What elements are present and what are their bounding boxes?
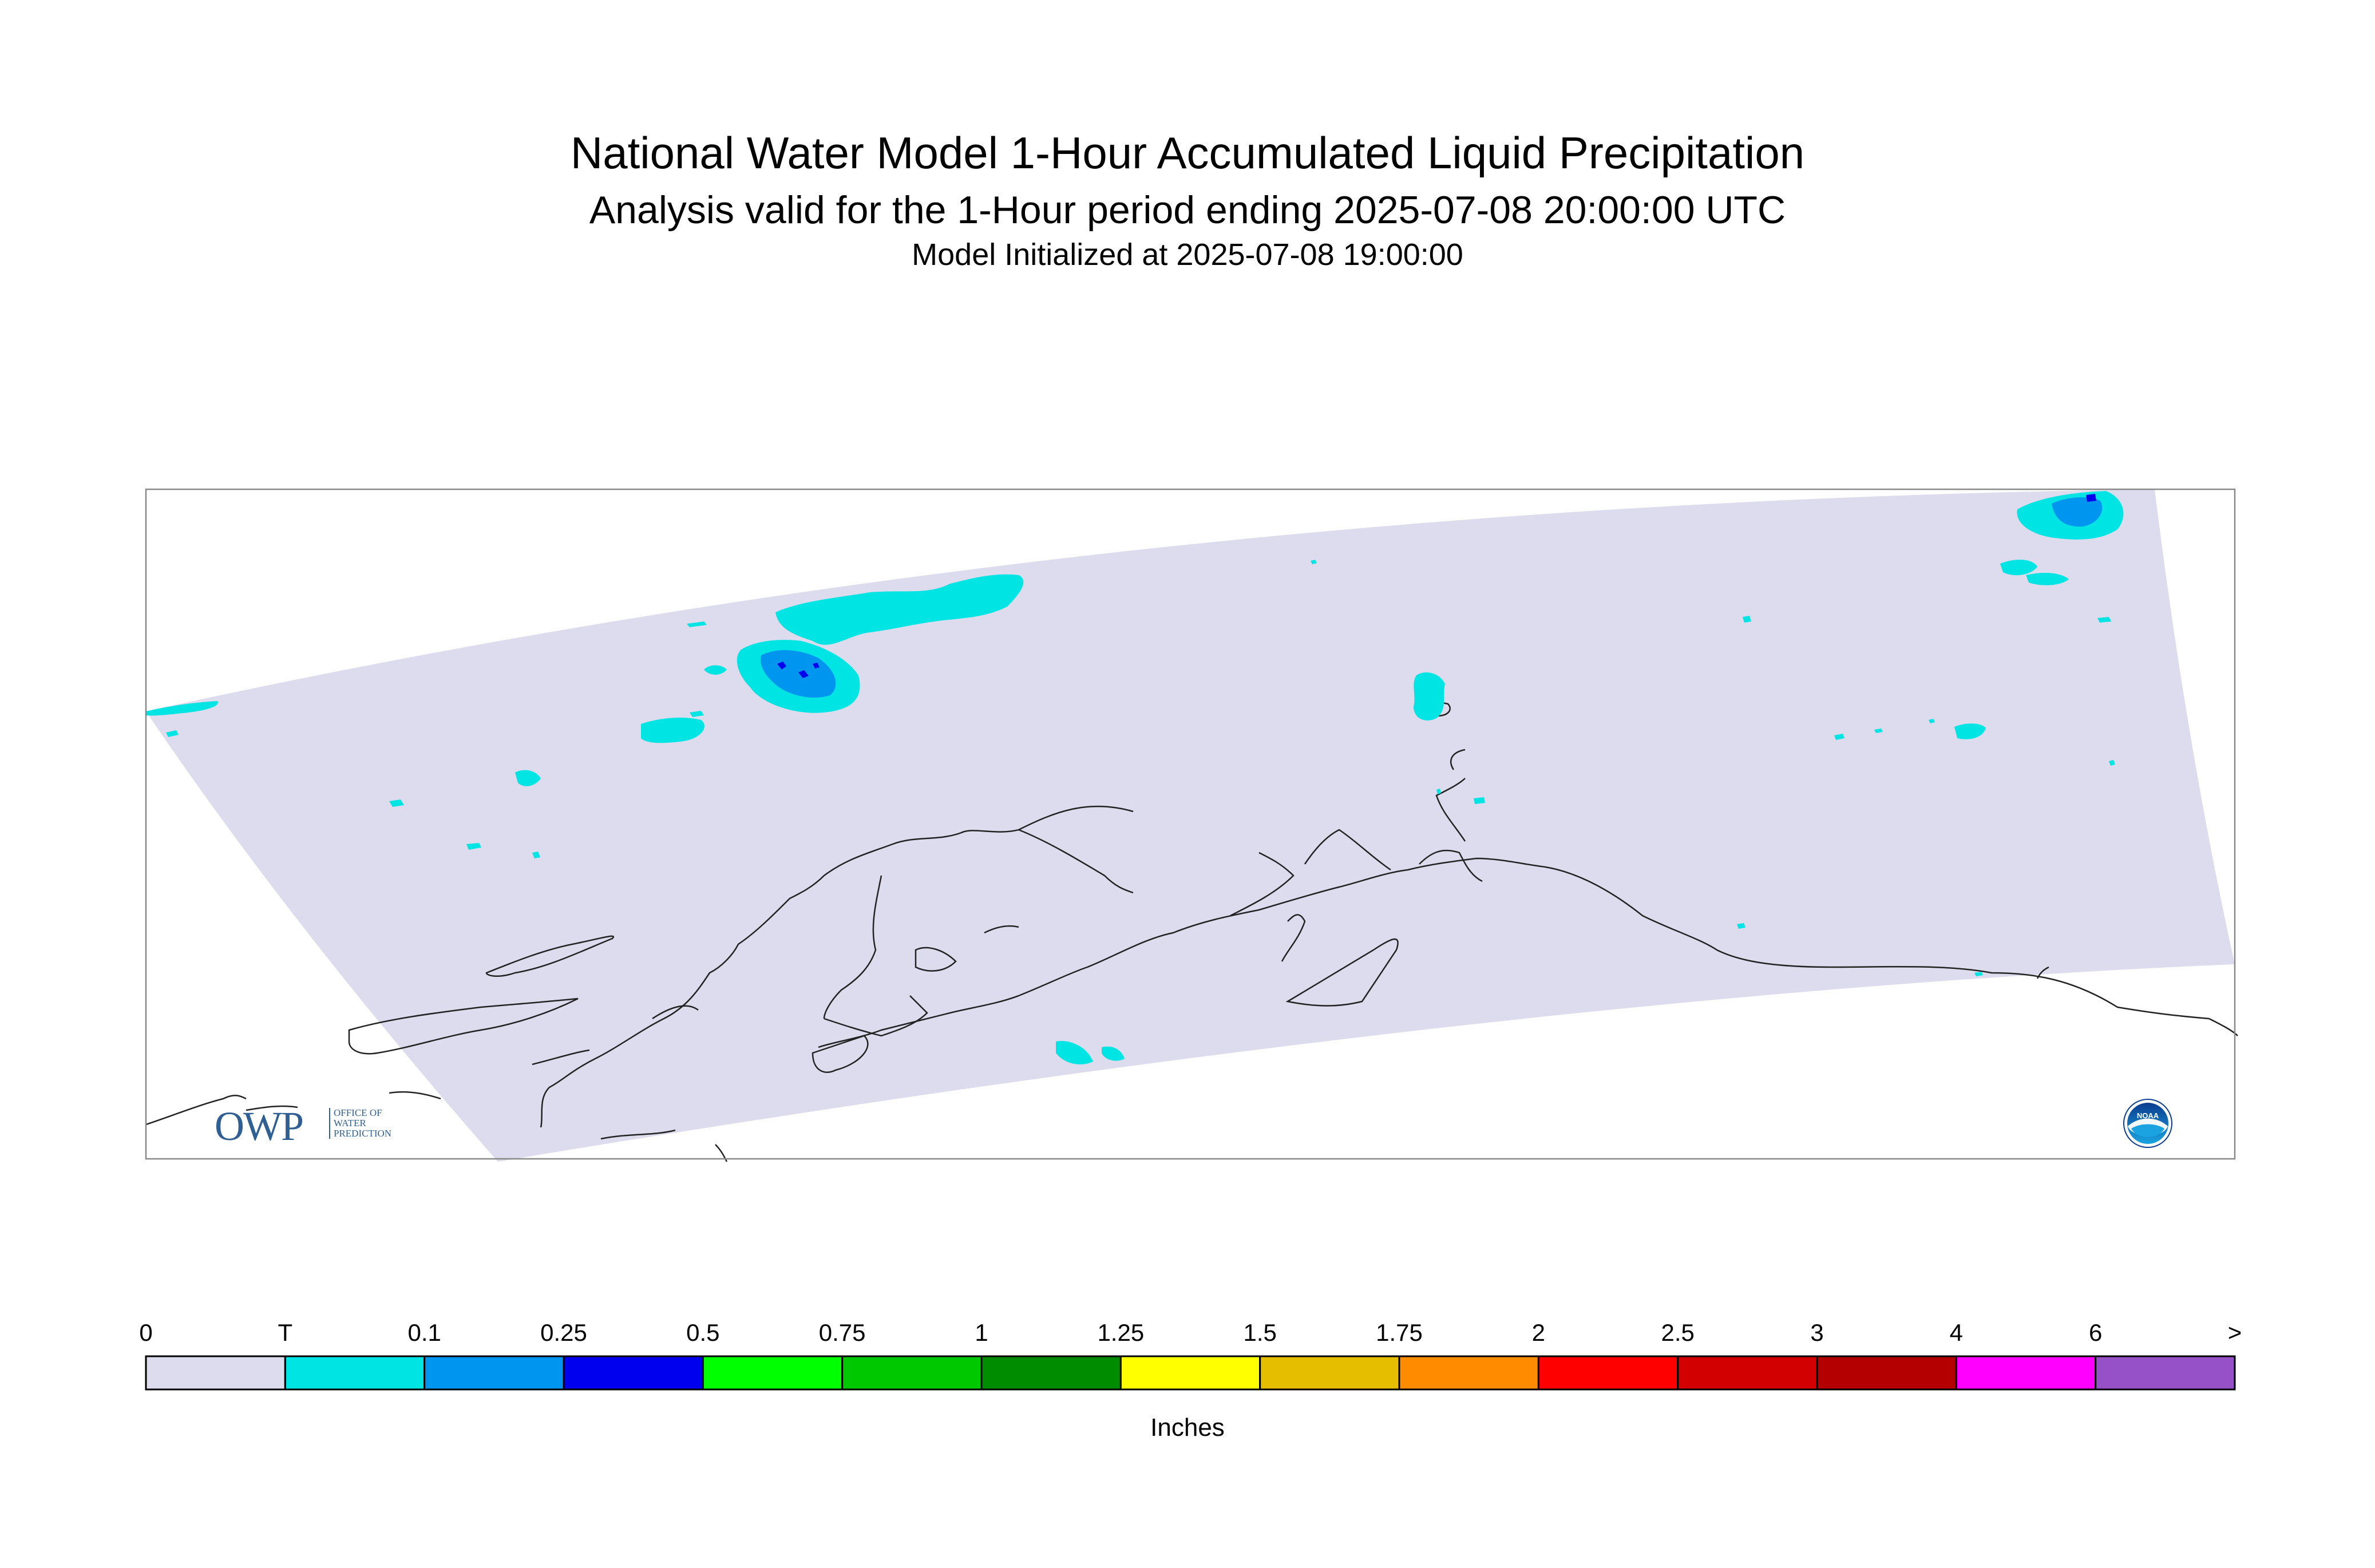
- colorbar-tick-label: 6: [2088, 1319, 2103, 1346]
- precip-cell: [798, 670, 809, 678]
- map-frame: [145, 488, 2236, 1160]
- colorbar-unit-label: Inches: [1150, 1413, 1225, 1442]
- colorbar: [145, 1355, 2236, 1391]
- precip-cell: [166, 730, 179, 737]
- precip-cell: [146, 701, 218, 716]
- owp-logo-letters: OWP: [215, 1103, 304, 1149]
- precip-cell: [2109, 760, 2115, 766]
- colorbar-swatch: [1259, 1355, 1400, 1391]
- colorbar-tick-label: 1.25: [1097, 1319, 1145, 1346]
- precip-cell: [687, 621, 707, 627]
- precip-cell: [2000, 560, 2037, 576]
- colorbar-tick-label: T: [278, 1319, 293, 1346]
- precip-cell: [1056, 1041, 1093, 1064]
- precip-cell: [761, 650, 836, 698]
- precip-cell: [1102, 1046, 1125, 1061]
- colorbar-swatch: [841, 1355, 983, 1391]
- colorbar-swatch: [563, 1355, 704, 1391]
- precip-cells: [146, 491, 2124, 1064]
- precip-cell: [704, 665, 727, 675]
- colorbar-tick-label: 1: [975, 1319, 988, 1346]
- colorbar-tick-label: 0.75: [818, 1319, 866, 1346]
- colorbar-swatch: [2095, 1355, 2236, 1391]
- precip-cell: [813, 663, 820, 668]
- precip-cell: [1436, 789, 1441, 794]
- precip-cell: [690, 711, 704, 717]
- colorbar-swatch: [1398, 1355, 1539, 1391]
- colorbar-swatch: [284, 1355, 426, 1391]
- precip-cell: [1474, 797, 1485, 804]
- precip-cell: [466, 843, 481, 850]
- colorbar-swatch: [1119, 1355, 1261, 1391]
- precip-cell: [1954, 723, 1986, 739]
- colorbar-tick-label: 2.5: [1661, 1319, 1695, 1346]
- precip-cell: [2086, 494, 2096, 502]
- colorbar-swatch: [423, 1355, 565, 1391]
- map-title: National Water Model 1-Hour Accumulated …: [570, 128, 1805, 178]
- colorbar-tick-label: 0.5: [686, 1319, 720, 1346]
- precip-cell: [775, 574, 1024, 645]
- owp-logo: OWP OFFICE OF WATER PREDICTION: [215, 1104, 426, 1150]
- colorbar-swatch: [1955, 1355, 2097, 1391]
- precip-cell: [1311, 560, 1317, 564]
- model-init-line: Model Initialized at 2025-07-08 19:00:00: [912, 237, 1463, 272]
- noaa-logo-text: NOAA: [2137, 1111, 2159, 1120]
- precip-cell: [2026, 572, 2069, 585]
- colorbar-tick-label: >: [2227, 1319, 2242, 1346]
- owp-logo-subtitle: OFFICE OF WATER PREDICTION: [329, 1108, 391, 1139]
- precip-cell: [2097, 617, 2111, 623]
- colorbar-swatch: [145, 1355, 286, 1391]
- precip-cell: [389, 799, 404, 807]
- precip-cell: [1929, 719, 1935, 723]
- colorbar-swatch: [980, 1355, 1122, 1391]
- colorbar-tick-label: 2: [1531, 1319, 1546, 1346]
- colorbar-swatch: [1537, 1355, 1679, 1391]
- precip-cell: [2052, 497, 2103, 527]
- precip-cell: [1974, 972, 1983, 976]
- precip-cell: [777, 662, 786, 670]
- colorbar-tick-label: 0.1: [407, 1319, 441, 1346]
- precip-cell: [641, 718, 704, 743]
- coastlines: [145, 686, 2238, 1162]
- colorbar-tick-label: 0.25: [540, 1319, 587, 1346]
- model-domain: [146, 489, 2235, 1162]
- colorbar-swatch: [1816, 1355, 1957, 1391]
- colorbar-tick-label: 1.75: [1376, 1319, 1423, 1346]
- precip-cell: [515, 770, 541, 786]
- colorbar-swatch: [1677, 1355, 1818, 1391]
- noaa-logo: NOAA: [2123, 1099, 2172, 1148]
- precip-cell: [532, 852, 540, 858]
- colorbar-tick-label: 1.5: [1243, 1319, 1277, 1346]
- precip-cell: [1743, 616, 1751, 623]
- colorbar-swatch: [702, 1355, 844, 1391]
- precip-cell: [1834, 734, 1844, 740]
- colorbar-tick-label: 3: [1810, 1319, 1824, 1346]
- colorbar-tick-label: 0: [139, 1319, 153, 1346]
- precip-cell: [1874, 728, 1883, 733]
- colorbar-tick-label: 4: [1949, 1319, 1964, 1346]
- precip-cell: [1737, 923, 1745, 929]
- map-subtitle: Analysis valid for the 1-Hour period end…: [589, 188, 1786, 232]
- precip-cell: [1414, 672, 1445, 720]
